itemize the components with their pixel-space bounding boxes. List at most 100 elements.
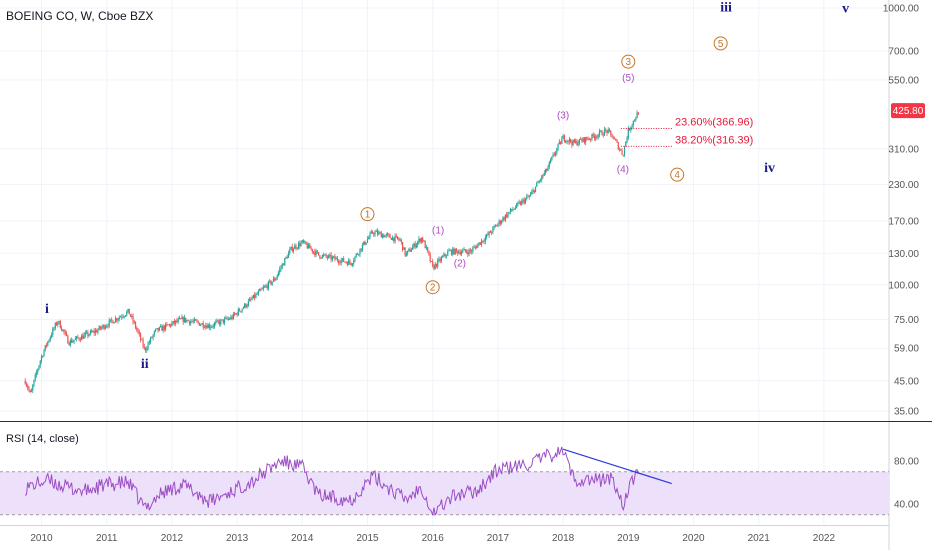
candle-body xyxy=(285,256,287,259)
candle-body xyxy=(470,251,473,253)
candle-body xyxy=(177,319,179,322)
price-tick-label: 59.00 xyxy=(894,344,919,355)
candle-body xyxy=(137,329,139,332)
candle-body xyxy=(450,250,453,255)
time-tick-label: 2018 xyxy=(552,533,575,544)
candle-body xyxy=(443,254,445,257)
price-tick-label: 45.00 xyxy=(894,376,919,387)
candle-body xyxy=(532,190,534,192)
candle-body xyxy=(207,324,209,329)
candle-body xyxy=(205,325,207,328)
candle-body xyxy=(44,345,46,351)
candle-body xyxy=(187,320,189,321)
candle-body xyxy=(390,237,392,241)
candle-body xyxy=(72,341,74,343)
candle-body xyxy=(591,134,593,140)
candle-body xyxy=(77,336,79,338)
candle-body xyxy=(633,119,636,121)
candle-body xyxy=(32,385,34,391)
wave-label: (4) xyxy=(617,165,629,176)
candle-body xyxy=(504,214,507,220)
candle-body xyxy=(37,369,39,373)
candle-body xyxy=(118,317,120,320)
candle-body xyxy=(176,320,178,322)
candle-body xyxy=(247,301,249,306)
fib-retracement[interactable]: 23.60%(366.96) 38.20%(316.39) xyxy=(620,117,753,147)
candle-body xyxy=(73,340,75,342)
candle-body xyxy=(109,319,112,321)
candle-body xyxy=(315,250,317,256)
candle-body xyxy=(623,146,626,156)
candle-body xyxy=(240,311,242,313)
candle-body xyxy=(131,316,133,317)
candle-body xyxy=(330,254,332,260)
candle-body xyxy=(346,262,349,265)
rsi-divergence-trendline[interactable] xyxy=(562,448,672,485)
candle-body xyxy=(101,327,103,329)
candle-body xyxy=(567,140,569,142)
candle-body xyxy=(191,321,193,323)
wave-label: 5 xyxy=(718,39,724,50)
candle-body xyxy=(531,191,533,195)
candle-body xyxy=(625,141,627,147)
time-tick-label: 2019 xyxy=(617,533,640,544)
wave-label: (2) xyxy=(454,258,466,269)
candle-body xyxy=(458,251,460,254)
candle-body xyxy=(325,254,327,257)
candle-body xyxy=(618,149,621,151)
candle-body xyxy=(275,278,277,281)
time-tick-label: 2021 xyxy=(748,533,771,544)
candle-body xyxy=(508,212,510,214)
candle-body xyxy=(38,365,40,370)
candle-body xyxy=(181,317,183,319)
time-scale[interactable]: 2010 2011 2012 2013 2014 2015 2016 2017 2018 2019… xyxy=(30,533,835,544)
candle-body xyxy=(289,249,291,253)
candle-body xyxy=(402,242,404,250)
candle-body xyxy=(354,256,356,261)
candle-body xyxy=(24,380,26,384)
candle-body xyxy=(420,237,423,243)
candle-body xyxy=(438,258,440,261)
candle-body xyxy=(304,241,306,243)
candle-body xyxy=(43,350,45,357)
candle-body xyxy=(252,294,254,299)
candle-body xyxy=(157,328,159,331)
rsi-scale[interactable]: 80.00 40.00 xyxy=(894,457,919,511)
candle-body xyxy=(136,327,138,330)
candle-body xyxy=(472,248,474,252)
candle-body xyxy=(413,243,415,247)
candle-body xyxy=(156,328,158,329)
candle-body xyxy=(197,321,199,323)
candle-body xyxy=(573,139,575,143)
candle-body xyxy=(534,186,537,193)
candle-body xyxy=(40,356,43,361)
candle-body xyxy=(602,135,604,136)
candle-body xyxy=(152,334,154,338)
candle-body xyxy=(63,329,65,333)
price-tick-label: 170.00 xyxy=(888,217,919,228)
candle-body xyxy=(158,327,160,331)
price-tick-label: 310.00 xyxy=(888,144,919,155)
candle-body xyxy=(395,235,397,237)
candle-body xyxy=(483,241,485,243)
candle-body xyxy=(528,196,530,197)
candle-body xyxy=(499,220,502,224)
candle-body xyxy=(364,241,366,245)
price-scale[interactable]: 1000.00 700.00 550.00 310.00 230.00 170.00 130… xyxy=(883,4,920,418)
candle-body xyxy=(143,346,145,348)
candle-body xyxy=(507,213,509,218)
candle-body xyxy=(423,240,425,242)
candle-body xyxy=(492,227,494,233)
candle-body xyxy=(418,238,420,242)
candle-body xyxy=(230,316,232,320)
candle-body xyxy=(55,323,58,325)
candle-body xyxy=(345,261,347,263)
candle-body xyxy=(142,339,144,347)
candle-body xyxy=(630,127,632,131)
candle-body xyxy=(222,319,224,323)
rsi-series xyxy=(24,446,672,517)
candle-body xyxy=(538,180,540,183)
candle-body xyxy=(393,237,395,242)
candle-body xyxy=(153,331,155,335)
